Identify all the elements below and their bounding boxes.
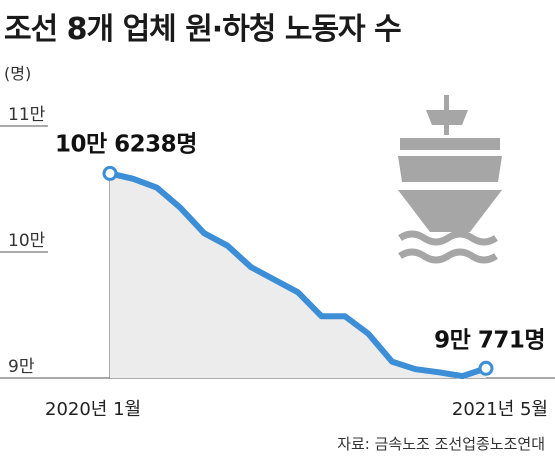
source-note: 자료: 금속노조 조선업종노조연대 xyxy=(337,435,545,453)
ship-middle-deck xyxy=(398,156,502,182)
data-label: 9만 771명 xyxy=(434,327,545,353)
chart-text: 11만 10만 9만 10만 6238명 9만 771명 2020년 1월 2021년 5월 xyxy=(8,105,548,420)
y-tick-label: 9만 xyxy=(8,357,35,377)
x-start-label: 2020년 1월 xyxy=(45,399,141,420)
y-tick-label: 10만 xyxy=(8,231,46,251)
area-fill xyxy=(110,173,486,378)
area-shape xyxy=(110,173,486,378)
endpoint-marker xyxy=(478,360,494,376)
ship-upper-deck xyxy=(400,138,500,150)
series-line xyxy=(107,170,489,380)
ship-wave-2 xyxy=(398,248,498,264)
chart-title: 조선 8개 업체 원·하청 노동자 수 xyxy=(4,12,402,47)
series-polyline xyxy=(107,170,489,380)
ship-hull xyxy=(398,190,502,232)
endpoint-marker xyxy=(102,165,118,181)
ship-wave-1 xyxy=(398,230,498,246)
data-label: 10만 6238명 xyxy=(55,131,197,157)
markers xyxy=(102,165,494,376)
x-end-label: 2021년 5월 xyxy=(452,399,548,420)
ship-icon xyxy=(398,95,502,264)
y-tick-label: 11만 xyxy=(8,105,46,125)
unit-label: (명) xyxy=(4,64,32,83)
ship-bridge-top xyxy=(426,110,468,125)
